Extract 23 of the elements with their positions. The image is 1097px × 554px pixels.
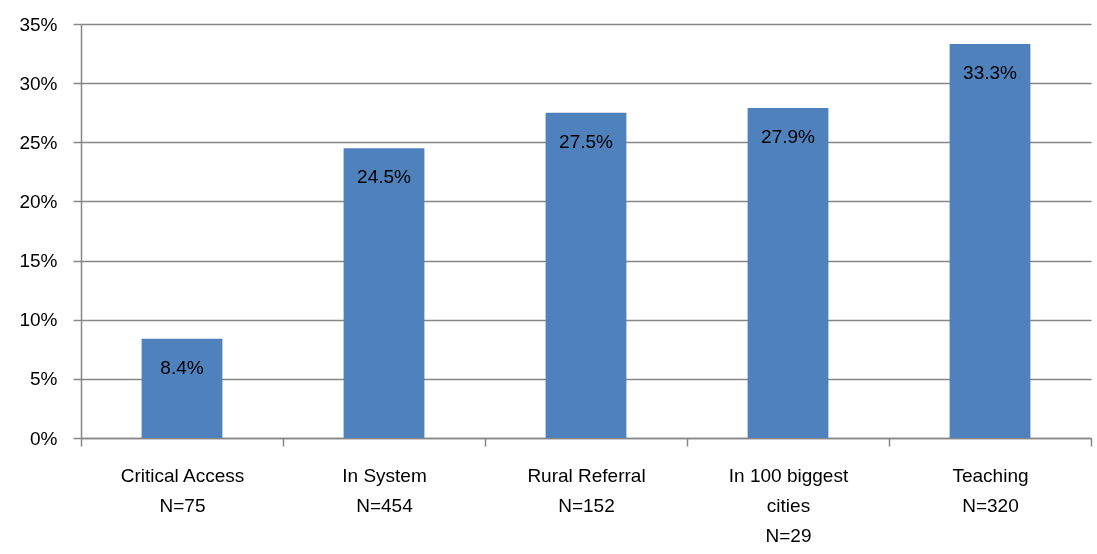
- bar: [545, 112, 627, 438]
- data-label: 33.3%: [963, 62, 1018, 84]
- data-label: 27.9%: [761, 125, 816, 147]
- data-label: 27.5%: [559, 130, 614, 152]
- bar: [949, 44, 1031, 438]
- y-tick-label: 30%: [19, 72, 58, 94]
- bar: [343, 148, 425, 438]
- x-tick-label: Teaching N=320: [952, 464, 1029, 516]
- y-tick-label: 5%: [30, 368, 58, 390]
- y-tick-label: 10%: [19, 309, 58, 331]
- y-tick-label: 35%: [19, 13, 58, 35]
- data-label: 8.4%: [160, 356, 204, 378]
- bar: [141, 338, 223, 438]
- x-tick-label: Critical Access N=75: [120, 464, 245, 516]
- bar: [747, 107, 829, 438]
- x-tick-label: In 100 biggest cities N=29: [728, 464, 849, 546]
- y-tick-label: 15%: [19, 250, 58, 272]
- y-tick-label: 20%: [19, 190, 58, 212]
- x-tick-label: In System N=454: [342, 464, 427, 516]
- y-tick-label: 0%: [30, 427, 58, 449]
- y-tick-label: 25%: [19, 131, 58, 153]
- data-label: 24.5%: [357, 166, 412, 188]
- x-tick-label: Rural Referral N=152: [527, 464, 646, 516]
